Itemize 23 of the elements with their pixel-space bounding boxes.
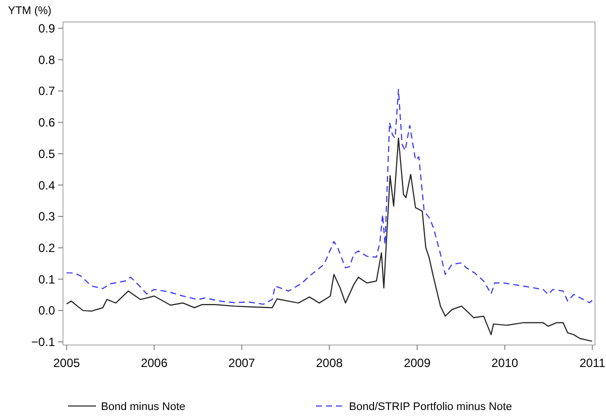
y-tick-label: 0.1 (38, 272, 56, 286)
x-tick-label: 2011 (579, 356, 606, 370)
y-tick-label: 0.7 (38, 84, 56, 98)
y-tick-label: 0.4 (38, 178, 56, 192)
y-tick-label: −0.1 (31, 335, 56, 350)
x-tick-label: 2005 (53, 356, 80, 370)
y-tick-label: 0.2 (38, 240, 56, 255)
y-tick-label: 0.5 (38, 146, 56, 161)
line-series (66, 88, 593, 305)
y-tick-label: 0.8 (38, 52, 56, 67)
y-tick-label: 0.6 (38, 116, 56, 130)
x-tick-label: 2007 (228, 356, 256, 370)
legend-label: Bond/STRIP Portfolio minus Note (349, 401, 512, 413)
y-axis-title: YTM (%) (8, 5, 52, 17)
x-tick-label: 2006 (140, 356, 168, 370)
line-series (66, 137, 593, 342)
x-tick-label: 2010 (491, 356, 518, 370)
y-tick-label: 0.3 (38, 210, 56, 224)
legend-label: Bond minus Note (101, 401, 186, 413)
y-tick-label: 0.0 (38, 304, 56, 318)
x-tick-label: 2009 (404, 356, 431, 370)
y-tick-label: 0.9 (38, 21, 56, 36)
x-tick-label: 2008 (316, 356, 344, 370)
